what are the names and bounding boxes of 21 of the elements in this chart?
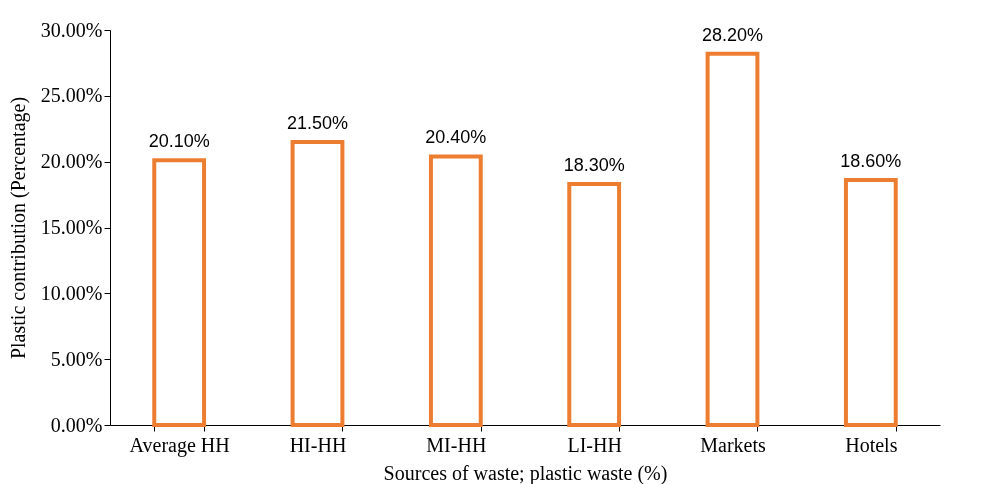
data-label: 20.40%: [425, 127, 487, 148]
data-label: 20.10%: [148, 131, 210, 152]
y-tick-label: 30.00%: [40, 18, 103, 41]
x-tick-label: HI-HH: [289, 433, 347, 456]
y-tick-label: 15.00%: [40, 216, 103, 238]
y-tick-label: 5.00%: [50, 347, 103, 370]
x-tick-label: Markets: [700, 433, 766, 456]
x-tick-label: MI-HH: [426, 433, 487, 456]
x-tick-label: Hotels: [845, 433, 898, 456]
y-tick-label: 25.00%: [40, 84, 103, 107]
data-label: 18.60%: [840, 151, 902, 172]
y-tick-label: 0.00%: [50, 413, 103, 436]
data-label: 28.20%: [701, 24, 764, 45]
x-axis-title: Sources of waste; plastic waste (%): [383, 461, 668, 484]
x-tick-label: Average HH: [129, 433, 230, 457]
y-axis-title: Plastic contribution (Percentage): [6, 96, 30, 360]
y-tick-label: 10.00%: [40, 281, 103, 304]
data-label: 18.30%: [563, 155, 625, 176]
x-tick-label: LI-HH: [567, 433, 622, 456]
data-label: 21.50%: [286, 112, 349, 133]
y-tick-label: 20.00%: [40, 150, 103, 173]
